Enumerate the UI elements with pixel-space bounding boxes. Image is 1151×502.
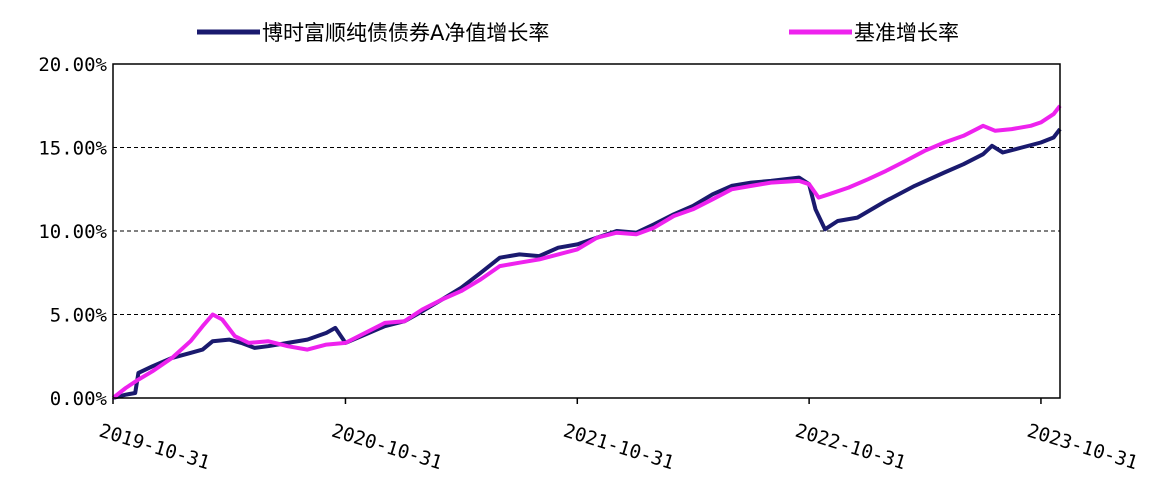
y-tick-label: 20.00% [38,54,107,76]
x-tick-label: 2023-10-31 [1024,420,1140,474]
y-tick-label: 10.00% [38,221,107,243]
x-tick-label: 2021-10-31 [561,420,677,474]
x-tick-label: 2020-10-31 [329,420,445,474]
x-tick-label: 2019-10-31 [97,420,213,474]
plot-frame [112,63,1061,399]
y-tick-label: 15.00% [38,138,107,160]
series-lines [111,104,1062,400]
gridlines [113,147,1060,315]
series-line-fund [112,127,1062,400]
x-tick-label: 2022-10-31 [793,420,909,474]
y-axis-ticks: 0.00% 5.00% 10.00% 15.00% 20.00% [38,54,107,410]
legend-label-benchmark: 基准增长率 [854,21,959,45]
y-tick-label: 5.00% [50,305,108,327]
legend-label-fund: 博时富顺纯债债券A净值增长率 [262,21,549,45]
series-line-benchmark [111,104,1062,400]
x-axis-ticks: 2019-10-31 2020-10-31 2021-10-31 2022-10-31… [97,398,1140,474]
legend: 博时富顺纯债债券A净值增长率 基准增长率 [197,21,959,45]
y-tick-label: 0.00% [50,388,108,410]
